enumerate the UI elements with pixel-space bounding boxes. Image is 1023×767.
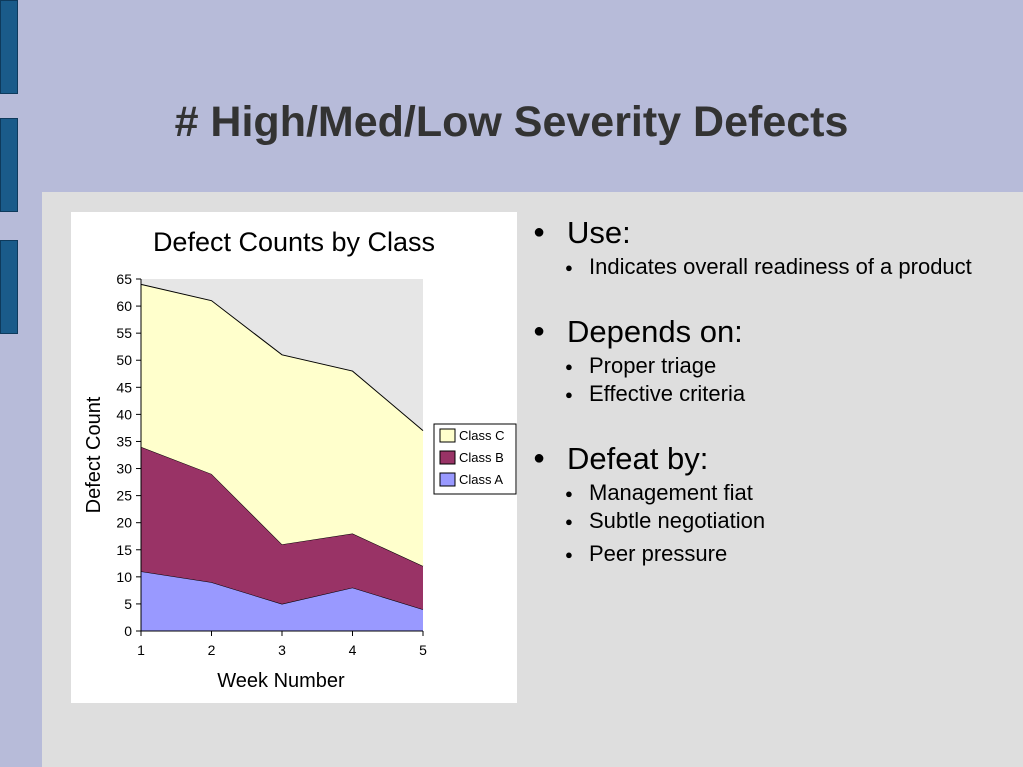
- side-tab-3: [0, 240, 18, 334]
- y-tick-label: 10: [116, 569, 132, 585]
- legend-label: Class A: [459, 472, 503, 487]
- area-series-class-a: [141, 571, 423, 631]
- chart-container: 0 5 10 15 20 25 30 35 40 45 50 55 60 65 1 2 3 4 5 Defect Co…: [71, 212, 517, 703]
- sub-bullet-item: ● Indicates overall readiness of a produ…: [530, 253, 1010, 281]
- slide-title: # High/Med/Low Severity Defects: [174, 98, 849, 146]
- x-axis-label: Week Number: [217, 670, 345, 692]
- sub-bullet-label: Indicates overall readiness of a product: [589, 254, 972, 279]
- y-tick-label: 50: [116, 352, 132, 368]
- bullet-dot-icon: ●: [565, 547, 573, 562]
- sub-bullet-item: ● Proper triage: [530, 352, 1010, 380]
- legend-swatch: [439, 472, 456, 487]
- y-tick-label: 60: [116, 298, 132, 314]
- bullet-label: Use:: [567, 215, 631, 250]
- y-tick-label: 30: [116, 461, 132, 477]
- sub-bullet-label: Management fiat: [589, 480, 753, 505]
- y-tick-label: 5: [124, 596, 132, 612]
- x-tick-label: 4: [349, 642, 357, 658]
- area-series-class-b: [141, 446, 423, 610]
- y-tick-label: 45: [116, 379, 132, 395]
- bullet-label: Depends on:: [567, 314, 743, 349]
- bullet-item: ● Defeat by:: [530, 438, 1010, 479]
- bullet-dot-icon: ●: [533, 320, 546, 342]
- y-tick-label: 40: [116, 406, 132, 422]
- y-tick-label: 65: [116, 271, 132, 287]
- sub-bullet-label: Effective criteria: [589, 381, 746, 406]
- side-tab-1: [0, 0, 18, 94]
- y-tick-label: 25: [116, 488, 132, 504]
- x-tick-label: 1: [137, 642, 145, 658]
- bullet-list: ● Use: ● Indicates overall readiness of …: [530, 212, 1010, 598]
- bullet-dot-icon: ●: [533, 447, 546, 469]
- sub-bullet-item: ● Peer pressure: [530, 540, 1010, 568]
- x-tick-label: 2: [208, 642, 216, 658]
- legend-swatch: [439, 428, 456, 443]
- sub-bullet-label: Subtle negotiation: [589, 508, 766, 533]
- sub-bullet-label: Peer pressure: [589, 541, 728, 566]
- bullet-group-depends: ● Depends on: ● Proper triage ● Effectiv…: [530, 311, 1010, 408]
- bullet-group-use: ● Use: ● Indicates overall readiness of …: [530, 212, 1010, 281]
- bullet-item: ● Depends on:: [530, 311, 1010, 352]
- y-tick-label: 20: [116, 515, 132, 531]
- legend-label: Class B: [459, 450, 504, 465]
- area-series-class-c: [141, 284, 423, 567]
- bullet-item: ● Use:: [530, 212, 1010, 253]
- sub-bullet-label: Proper triage: [589, 353, 717, 378]
- legend-label: Class C: [459, 428, 505, 443]
- bullet-dot-icon: ●: [565, 514, 573, 529]
- bullet-dot-icon: ●: [565, 486, 573, 501]
- series-line-class-c: [140, 283, 424, 432]
- bullet-dot-icon: ●: [533, 221, 546, 243]
- bullet-dot-icon: ●: [565, 359, 573, 374]
- bullet-dot-icon: ●: [565, 260, 573, 275]
- chart-title: Defect Counts by Class: [153, 227, 435, 257]
- y-tick-label: 15: [116, 542, 132, 558]
- sub-bullet-item: ● Subtle negotiation: [530, 507, 1010, 535]
- legend-swatch: [439, 450, 456, 465]
- sub-bullet-item: ● Effective criteria: [530, 380, 1010, 408]
- bullet-dot-icon: ●: [565, 387, 573, 402]
- y-tick-label: 35: [116, 433, 132, 449]
- y-axis-label: Defect Count: [83, 396, 105, 513]
- sub-bullet-item: ● Management fiat: [530, 479, 1010, 507]
- bullet-label: Defeat by:: [567, 441, 709, 476]
- x-tick-label: 3: [278, 642, 286, 658]
- x-tick-label: 5: [419, 642, 427, 658]
- y-tick-label: 0: [124, 623, 132, 639]
- bullet-group-defeat: ● Defeat by: ● Management fiat ● Subtle …: [530, 438, 1010, 568]
- side-tab-2: [0, 118, 18, 212]
- y-tick-label: 55: [116, 325, 132, 341]
